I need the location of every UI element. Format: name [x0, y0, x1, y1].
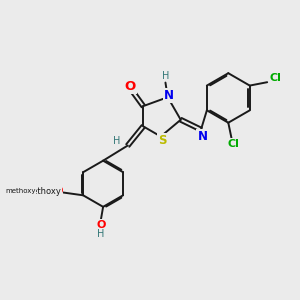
Text: methoxy: methoxy: [6, 188, 36, 194]
Text: O: O: [53, 186, 62, 196]
Text: methoxy: methoxy: [24, 187, 61, 196]
Text: S: S: [158, 134, 167, 147]
Text: H: H: [113, 136, 121, 146]
Text: O: O: [124, 80, 136, 93]
Text: O: O: [96, 220, 106, 230]
Text: H: H: [162, 70, 170, 80]
Text: H: H: [97, 229, 104, 239]
Text: N: N: [164, 89, 174, 102]
Text: Cl: Cl: [270, 73, 282, 83]
Text: Cl: Cl: [227, 139, 239, 149]
Text: N: N: [197, 130, 207, 143]
